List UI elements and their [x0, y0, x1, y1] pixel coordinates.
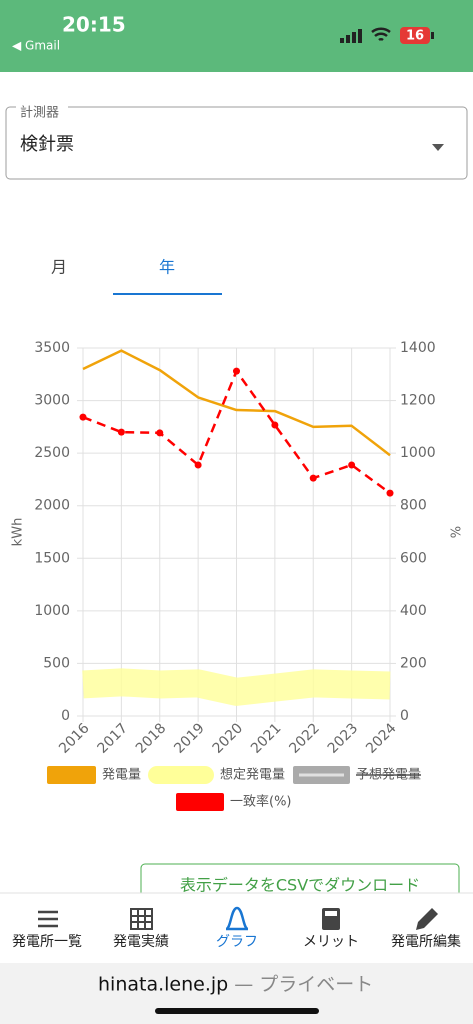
y-tick-label: 2500	[34, 445, 70, 461]
y2-tick-label: 200	[400, 655, 427, 671]
point	[386, 489, 394, 497]
y-tick-label: 3000	[34, 393, 70, 409]
y2-tick-label: 1400	[400, 340, 436, 356]
nav-label[interactable]: グラフ	[216, 934, 258, 950]
point	[271, 421, 279, 429]
y2-tick-label: 600	[400, 550, 427, 566]
y-tick-label: 1000	[34, 603, 70, 619]
y-tick-label: 3500	[34, 340, 70, 356]
y2-tick-label: 1200	[400, 393, 436, 409]
y2-tick-label: 800	[400, 498, 427, 514]
y2-axis-label: %	[450, 526, 465, 538]
label-gap	[16, 106, 68, 110]
legend-label[interactable]: 想定発電量	[220, 767, 285, 783]
calc-icon	[322, 908, 340, 930]
point	[348, 461, 356, 469]
y-axis-label: kWh	[11, 518, 26, 547]
wifi-icon	[371, 27, 391, 42]
point	[117, 428, 125, 436]
legend-label[interactable]: 発電量	[102, 768, 141, 783]
nav-label[interactable]: 発電所編集	[391, 933, 461, 950]
x-tick-label: 2024	[363, 720, 400, 757]
tab[interactable]: 年	[159, 258, 175, 277]
y2-tick-label: 400	[400, 603, 427, 619]
legend-swatch	[47, 766, 96, 784]
x-tick-label: 2017	[95, 720, 132, 757]
list-icon	[38, 910, 58, 928]
legend-swatch	[148, 766, 214, 784]
y-tick-label: 0	[61, 708, 70, 724]
url-mode: — プライベート	[234, 974, 373, 996]
edit-icon	[416, 908, 438, 930]
nav-icons	[38, 906, 438, 931]
y2-tick-label: 0	[400, 708, 409, 724]
selector[interactable]	[5, 106, 468, 180]
x-tick-label: 2018	[133, 720, 170, 757]
legend-swatch	[176, 793, 224, 811]
chart: 0 500 1000 1500 2000 2500 3000 3500 0 200 400 600 80…	[11, 340, 465, 811]
tab[interactable]: 月	[51, 258, 67, 277]
dropdown-arrow	[432, 144, 444, 151]
y-tick-label: 1500	[34, 550, 70, 566]
x-tick-label: 2022	[286, 720, 323, 757]
download-label: 表示データをCSVでダウンロード	[180, 876, 420, 895]
time: 20:15	[62, 13, 126, 37]
nav-label[interactable]: メリット	[303, 934, 359, 950]
point	[79, 413, 87, 421]
selector-label: 計測器	[20, 105, 59, 121]
table-icon	[130, 908, 153, 930]
point	[194, 461, 202, 469]
url-host[interactable]: hinata.lene.jp	[98, 974, 228, 996]
tab-indicator	[113, 293, 222, 295]
y2-tick-label: 1000	[400, 445, 436, 461]
graph-icon	[225, 906, 249, 931]
point	[233, 367, 240, 375]
y-tick-label: 500	[43, 655, 70, 671]
status-bar	[0, 0, 473, 72]
series-line	[82, 349, 391, 457]
nav-label[interactable]: 発電実績	[113, 934, 169, 950]
back-link[interactable]: ◀ Gmail	[12, 39, 60, 53]
selector-value: 検針票	[20, 134, 74, 155]
battery-level: 16	[406, 29, 424, 44]
battery	[400, 27, 430, 44]
x-tick-label: 2021	[248, 720, 285, 757]
battery-tip	[431, 32, 434, 39]
band-line	[82, 668, 391, 706]
nav-label[interactable]: 発電所一覧	[12, 933, 82, 950]
x-tick-label: 2023	[325, 720, 362, 757]
point	[156, 429, 164, 437]
signal-icon	[340, 29, 362, 43]
legend-label[interactable]: 一致率(%)	[230, 794, 292, 810]
point	[309, 474, 317, 482]
home-indicator	[155, 1008, 319, 1014]
x-tick-label: 2020	[210, 720, 247, 757]
x-tick-label: 2019	[171, 720, 208, 757]
y-tick-label: 2000	[34, 498, 70, 514]
x-tick-label: 2016	[56, 720, 93, 757]
